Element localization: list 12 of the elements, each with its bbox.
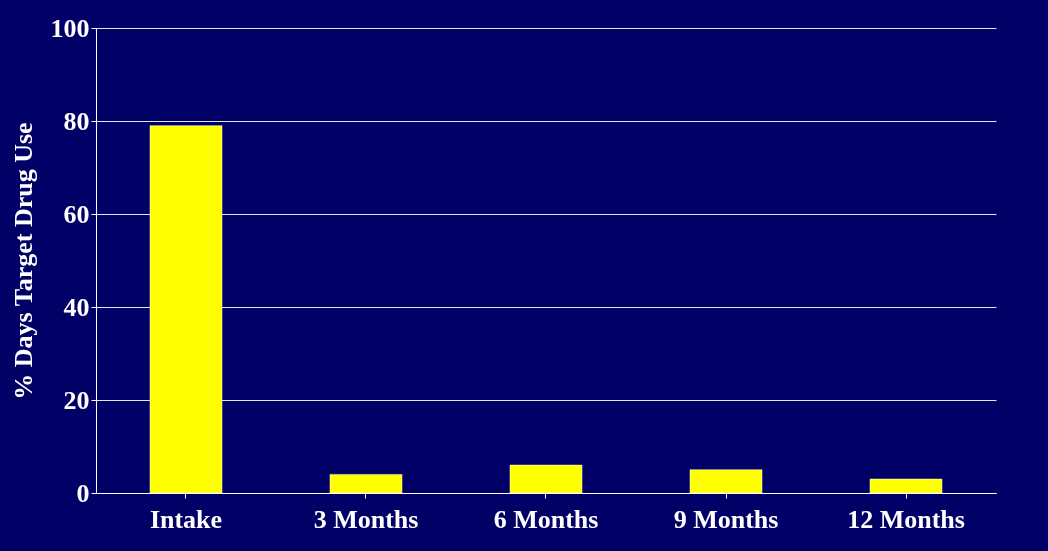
y-tick-label: 0 [76, 478, 90, 508]
x-tick-label: Intake [149, 504, 223, 534]
x-tick-label: 3 Months [313, 504, 419, 534]
y-axis-title: % Days Target Drug Use [8, 122, 38, 400]
y-tick-label: 20 [63, 385, 90, 415]
y-tick-label: 80 [63, 106, 90, 136]
y-tick-label: 100 [50, 13, 90, 43]
y-tick-label: 40 [63, 292, 90, 322]
x-tick-label: 9 Months [673, 504, 779, 534]
y-tick-label: 60 [63, 199, 90, 229]
x-tick-label: 6 Months [493, 504, 599, 534]
x-tick-label: 12 Months [847, 504, 965, 534]
